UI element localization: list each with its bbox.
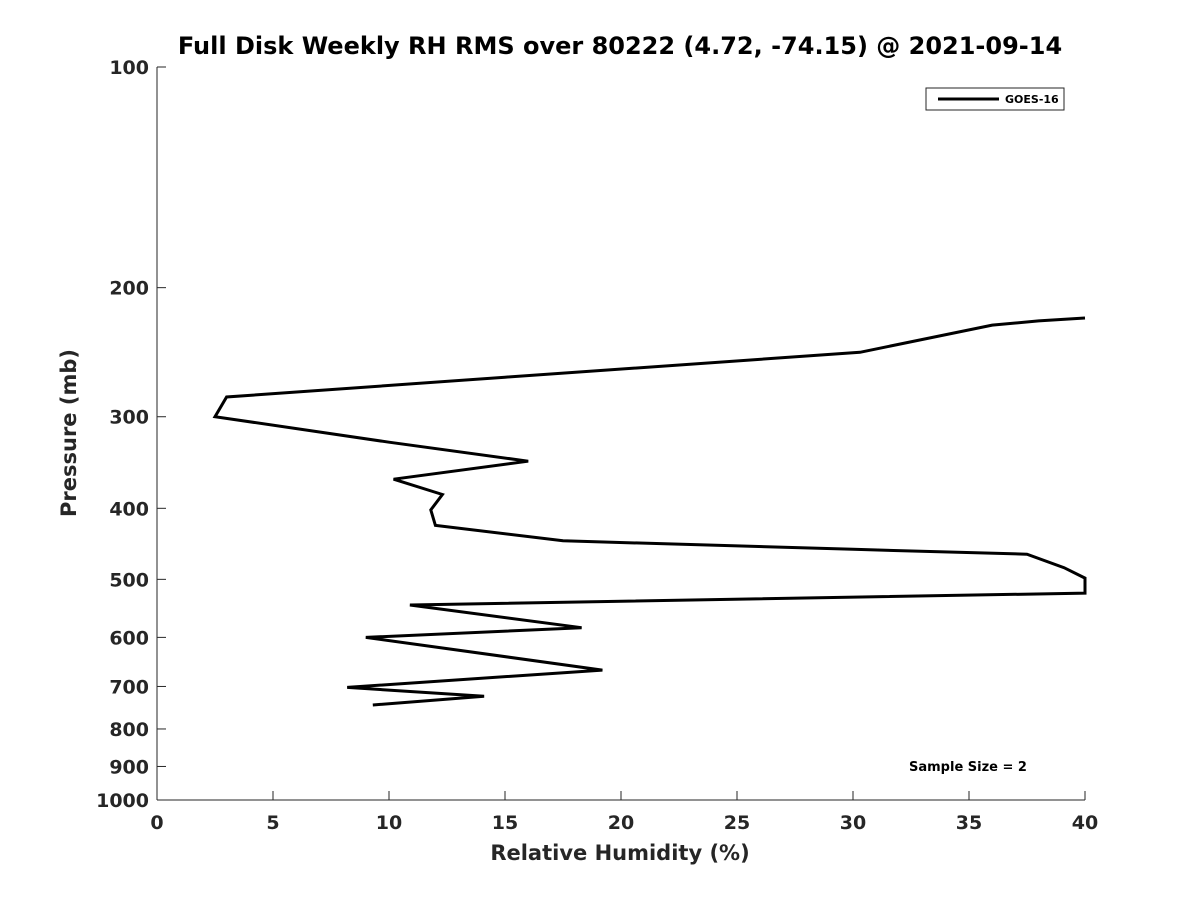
y-tick-label: 300	[109, 407, 149, 429]
x-tick-label: 40	[1072, 812, 1098, 834]
y-axis-title: Pressure (mb)	[57, 349, 81, 517]
y-tick-label: 900	[109, 756, 149, 778]
chart-title: Full Disk Weekly RH RMS over 80222 (4.72…	[178, 32, 1062, 60]
x-tick-label: 0	[150, 812, 163, 834]
legend: GOES-16	[925, 87, 1065, 111]
plot-area	[157, 67, 1085, 800]
sample-size-annotation: Sample Size = 2	[909, 760, 1027, 775]
y-tick-label: 400	[109, 498, 149, 520]
y-tick-label: 100	[109, 57, 149, 79]
x-tick-label: 5	[266, 812, 279, 834]
axes: 0 5 10 15 20 25 30 35 40 100 200 300 400 500 600 700 800…	[96, 57, 1098, 834]
x-tick-label: 15	[492, 812, 518, 834]
y-tick-label: 800	[109, 719, 149, 741]
y-tick-label: 600	[109, 627, 149, 649]
y-tick-label: 700	[109, 676, 149, 698]
legend-label-goes-16: GOES-16	[1005, 93, 1059, 106]
y-tick-label: 200	[109, 278, 149, 300]
series-layer	[212, 316, 1087, 707]
series-line-goes-16	[212, 316, 1087, 707]
y-tick-label: 1000	[96, 790, 149, 812]
x-tick-label: 10	[376, 812, 402, 834]
x-tick-label: 20	[608, 812, 634, 834]
y-tick-label: 500	[109, 569, 149, 591]
x-tick-label: 35	[956, 812, 982, 834]
x-axis-title: Relative Humidity (%)	[490, 841, 749, 865]
x-tick-label: 25	[724, 812, 750, 834]
x-tick-label: 30	[840, 812, 866, 834]
